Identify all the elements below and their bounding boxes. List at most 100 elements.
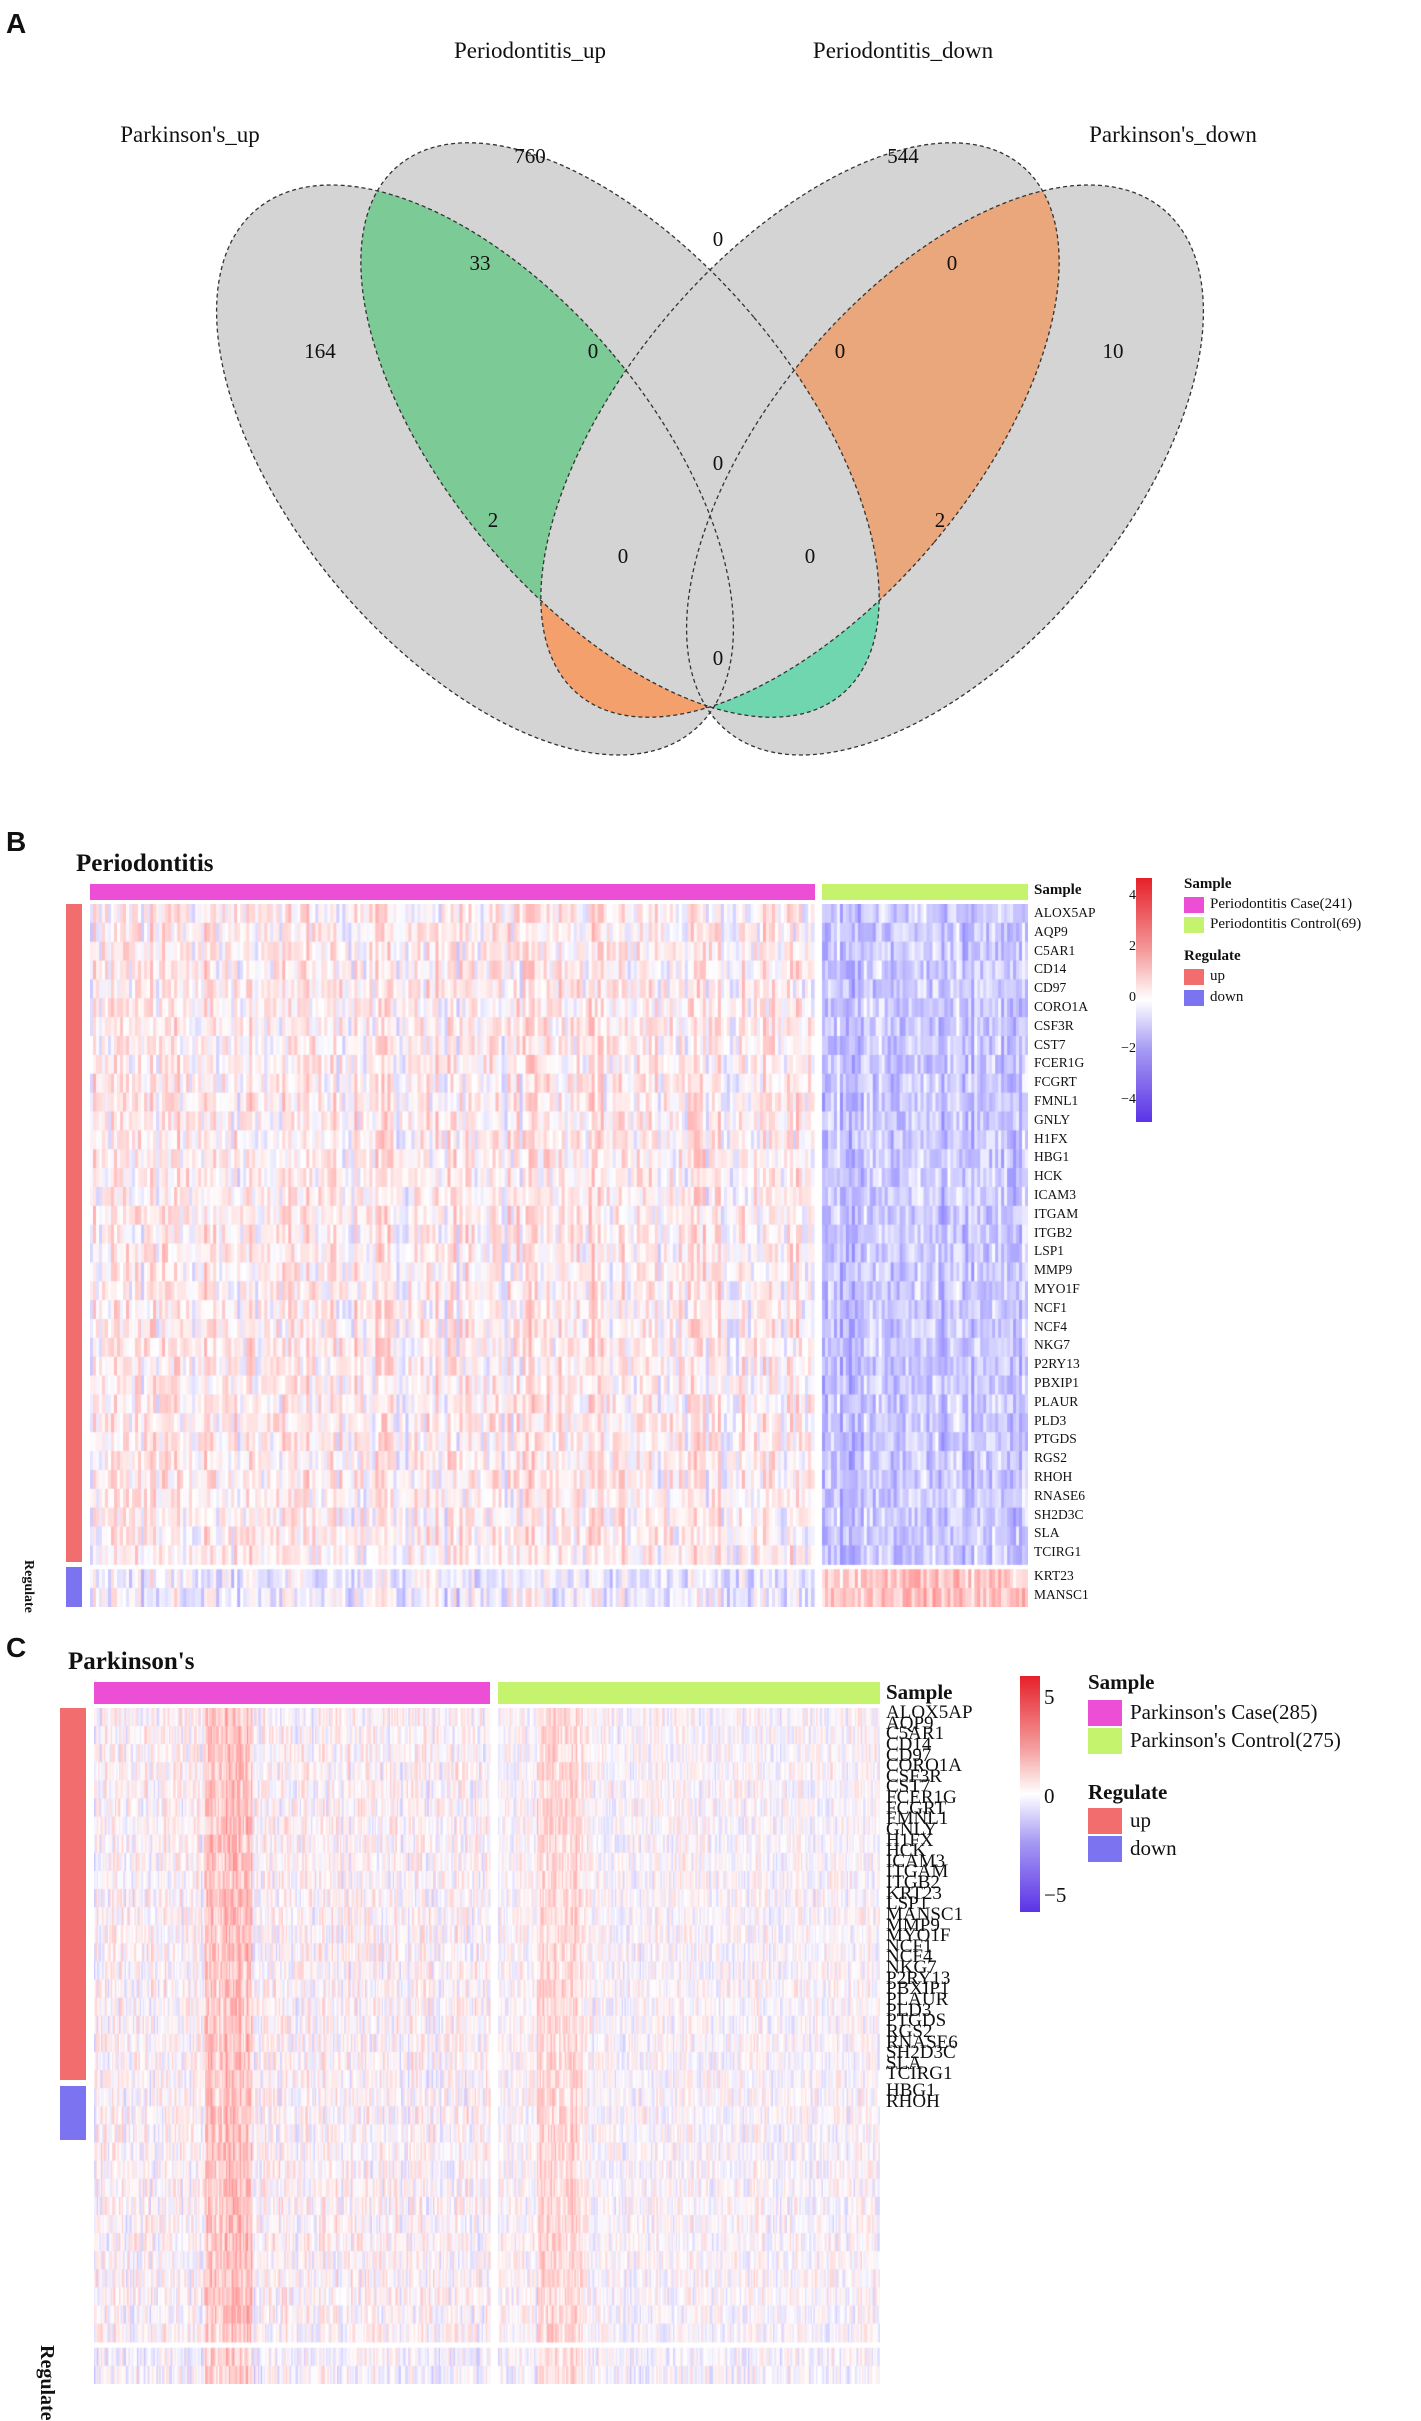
gene-label: MANSC1 bbox=[886, 1903, 964, 1925]
heatmap-b-sample-header: Sample bbox=[1034, 882, 1082, 898]
heatmap-b-title: Periodontitis bbox=[76, 850, 214, 877]
gene-label: RHOH bbox=[1034, 1469, 1073, 1484]
gene-label: H1FX bbox=[1034, 1130, 1068, 1146]
gene-label: PLD3 bbox=[886, 1999, 932, 2021]
gene-label: SLA bbox=[1034, 1525, 1060, 1541]
legend-swatch-case bbox=[1184, 897, 1204, 913]
venn-count: 33 bbox=[470, 251, 491, 275]
venn-count: 0 bbox=[713, 451, 724, 475]
gene-label: PLAUR bbox=[886, 1989, 949, 2010]
legend-swatch-down bbox=[1088, 1836, 1122, 1862]
gene-label: ALOX5AP bbox=[886, 1702, 973, 1723]
venn-count: 164 bbox=[304, 339, 336, 363]
gene-label: KRT23 bbox=[1034, 1568, 1074, 1583]
gene-label: RNASE6 bbox=[886, 2031, 958, 2053]
heatmap-c-case-bar bbox=[94, 1682, 490, 1704]
gene-label: ITGB2 bbox=[886, 1872, 940, 1894]
gene-label: HBG1 bbox=[886, 2080, 936, 2102]
gene-label: RGS2 bbox=[1034, 1450, 1068, 1466]
gene-label: MMP9 bbox=[886, 1914, 940, 1936]
gene-label: SH2D3C bbox=[886, 2042, 956, 2064]
heatmap-b-legend-control: Periodontitis Control(69) bbox=[1210, 916, 1362, 932]
panel-label-a: A bbox=[6, 8, 27, 39]
heatmap-b-scale-ticks: 4 2 0 −2 −4 bbox=[1116, 878, 1136, 1122]
heatmap-c-color-scale bbox=[1020, 1676, 1040, 1912]
gene-label: RHOH bbox=[886, 2090, 940, 2112]
gene-label: GNLY bbox=[886, 1818, 937, 1840]
gene-label: FCER1G bbox=[886, 1787, 957, 1809]
scale-tick-label: −4 bbox=[1121, 1092, 1136, 1108]
gene-label: AQP9 bbox=[886, 1712, 934, 1734]
scale-tick-label: 4 bbox=[1129, 887, 1136, 903]
gene-label: PBXIP1 bbox=[1034, 1375, 1080, 1390]
gene-label: ITGAM bbox=[886, 1861, 949, 1883]
gene-label: CD14 bbox=[1034, 961, 1067, 977]
heatmap-b-legend-regulate-title: Regulate bbox=[1184, 948, 1241, 964]
gene-label: FMNL1 bbox=[1034, 1093, 1079, 1108]
venn-count: 0 bbox=[713, 646, 724, 670]
heatmap-b-regulate-down-bar bbox=[66, 1567, 82, 1607]
legend-swatch-control bbox=[1088, 1728, 1122, 1754]
gene-label: FMNL1 bbox=[886, 1808, 949, 1830]
heatmap-b-legend-case: Periodontitis Case(241) bbox=[1210, 896, 1353, 912]
gene-label: FCGRT bbox=[886, 1797, 947, 1819]
heatmap-c-scale-ticks: 5 0 −5 bbox=[1044, 1676, 1074, 1912]
gene-label: NCF1 bbox=[886, 1935, 933, 1957]
gene-label: CST7 bbox=[886, 1776, 931, 1798]
gene-label: CD97 bbox=[1034, 980, 1067, 996]
gene-label: CD14 bbox=[886, 1733, 932, 1755]
gene-label: ICAM3 bbox=[1034, 1187, 1077, 1202]
venn-count: 544 bbox=[887, 144, 919, 168]
heatmap-c-title: Parkinson's bbox=[68, 1648, 195, 1675]
gene-label: MANSC1 bbox=[1034, 1586, 1089, 1602]
gene-label: NCF4 bbox=[886, 1946, 933, 1968]
heatmap-b-legend-up: up bbox=[1210, 968, 1225, 984]
gene-label: NCF4 bbox=[1034, 1318, 1068, 1334]
heatmap-c-regulate-up-bar bbox=[60, 1708, 86, 2080]
venn-count: 2 bbox=[935, 508, 946, 532]
scale-tick-label: −5 bbox=[1044, 1883, 1067, 1908]
heatmap-b-control-bar bbox=[822, 884, 1028, 900]
heatmap-c-legend-regulate-title: Regulate bbox=[1088, 1780, 1168, 1804]
heatmap-c-regulate-axis-label: Regulate bbox=[36, 2345, 58, 2421]
gene-label: LSP1 bbox=[886, 1893, 929, 1915]
heatmap-c-legend-up: up bbox=[1130, 1808, 1151, 1832]
gene-label: H1FX bbox=[886, 1829, 934, 1851]
legend-swatch-up bbox=[1088, 1808, 1122, 1834]
legend-swatch-up bbox=[1184, 969, 1204, 985]
gene-label: KRT23 bbox=[886, 1882, 942, 1904]
gene-label: SH2D3C bbox=[1034, 1506, 1084, 1522]
heatmap-c-cells bbox=[94, 1708, 880, 2384]
gene-label: PTGDS bbox=[886, 2010, 947, 2032]
heatmap-c-regulate-down-bar bbox=[60, 2086, 86, 2140]
gene-label: PTGDS bbox=[1034, 1431, 1077, 1447]
scale-tick-label: 2 bbox=[1129, 938, 1136, 954]
heatmap-c-legend-control: Parkinson's Control(275) bbox=[1130, 1728, 1341, 1752]
gene-label: FCER1G bbox=[1034, 1055, 1085, 1071]
venn-count: 0 bbox=[947, 251, 958, 275]
gene-label: MYO1F bbox=[1034, 1281, 1080, 1296]
gene-label: PBXIP1 bbox=[886, 1978, 950, 2000]
heatmap-b-cells bbox=[90, 904, 1028, 1607]
venn-count: 0 bbox=[713, 227, 724, 251]
gene-label: ICAM3 bbox=[886, 1850, 946, 1872]
gene-label: NKG7 bbox=[886, 1957, 937, 1979]
gene-label: ALOX5AP bbox=[1034, 905, 1096, 920]
venn-count: 0 bbox=[588, 339, 599, 363]
gene-label: HBG1 bbox=[1034, 1149, 1070, 1165]
gene-label: HCK bbox=[886, 1840, 927, 1862]
venn-count: 0 bbox=[835, 339, 846, 363]
gene-label: CST7 bbox=[1034, 1036, 1066, 1052]
gene-label: RNASE6 bbox=[1034, 1487, 1086, 1503]
venn-count: 0 bbox=[618, 544, 629, 568]
gene-label: C5AR1 bbox=[1034, 942, 1076, 958]
heatmap-b-legend-down: down bbox=[1210, 989, 1244, 1005]
heatmap-c-legend-sample-title: Sample bbox=[1088, 1670, 1155, 1694]
gene-label: ITGB2 bbox=[1034, 1224, 1073, 1240]
legend-swatch-down bbox=[1184, 990, 1204, 1006]
heatmap-b-regulate-axis-label: Regulate bbox=[21, 1560, 36, 1613]
legend-swatch-control bbox=[1184, 917, 1204, 933]
gene-label: AQP9 bbox=[1034, 923, 1068, 939]
venn-set-label-pd-down: Periodontitis_down bbox=[813, 38, 994, 63]
gene-label: CSF3R bbox=[1034, 1017, 1074, 1033]
